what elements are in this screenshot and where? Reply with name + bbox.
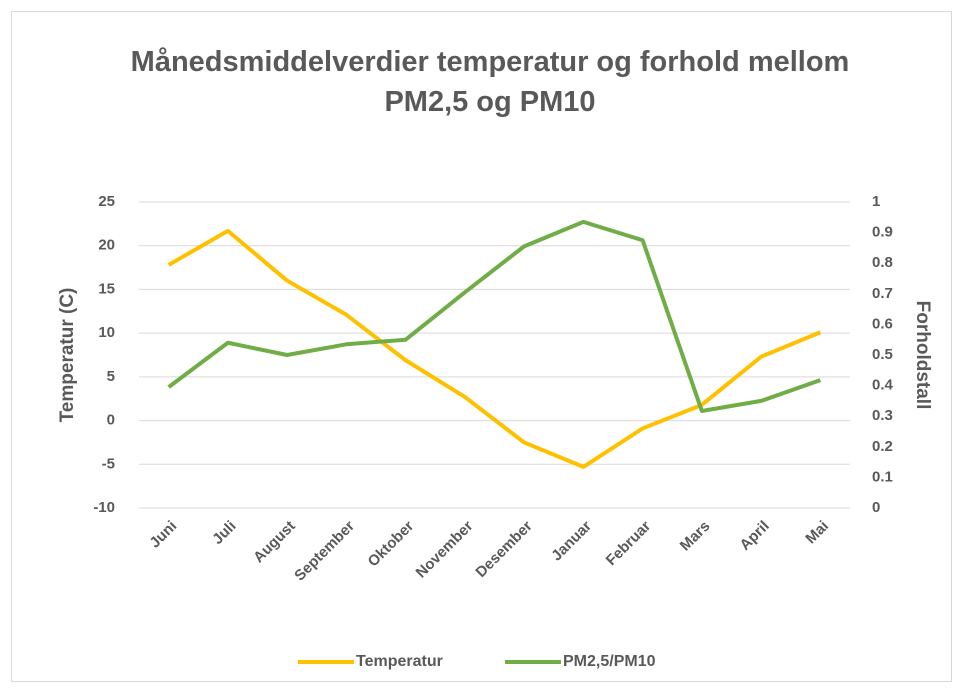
- chart-border: [11, 11, 952, 682]
- y2-tick-label: 0.9: [872, 224, 893, 241]
- y-tick-label: 0: [107, 412, 115, 429]
- y-tick-label: -10: [93, 499, 115, 516]
- y2-tick-label: 0.7: [872, 285, 893, 302]
- y2-tick-label: 0.8: [872, 254, 893, 271]
- legend-label: PM2,5/PM10: [563, 653, 656, 670]
- y2-tick-label: 0.1: [872, 468, 893, 485]
- y2-axis-label: Forholdstall: [912, 301, 933, 410]
- series-line: [167, 219, 822, 413]
- y2-tick-label: 0.4: [872, 377, 894, 394]
- y2-tick-label: 0: [872, 499, 880, 516]
- y-tick-label: -5: [102, 455, 115, 472]
- chart-title: Månedsmiddelverdier temperatur og forhol…: [130, 46, 850, 118]
- y-tick-label: 5: [107, 368, 115, 385]
- y-tick-label: 20: [98, 237, 115, 254]
- legend-label: Temperatur: [356, 653, 443, 670]
- y2-tick-label: 0.5: [872, 346, 893, 363]
- y-tick-label: 25: [98, 193, 115, 210]
- y-tick-label: 10: [98, 324, 115, 341]
- y2-tick-label: 0.2: [872, 438, 893, 455]
- series-line: [167, 228, 822, 469]
- y-axis-label: Temperatur (C): [57, 288, 78, 423]
- y2-tick-label: 0.6: [872, 315, 893, 332]
- y2-tick-label: 0.3: [872, 407, 893, 424]
- y2-tick-label: 1: [872, 193, 880, 210]
- y-tick-label: 15: [98, 280, 115, 297]
